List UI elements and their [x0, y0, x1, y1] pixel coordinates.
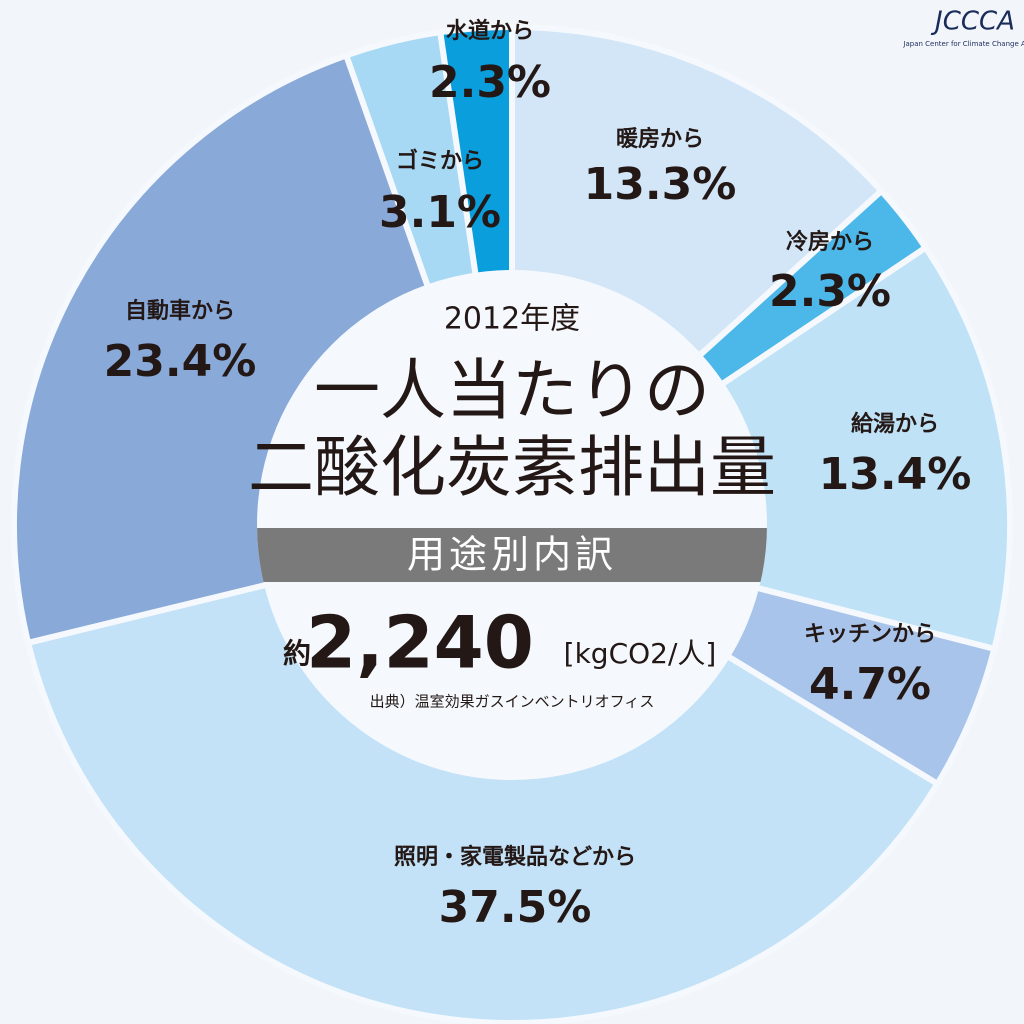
- subtitle: 2012年度: [444, 302, 580, 337]
- source: 出典）温室効果ガスインベントリオフィス: [370, 693, 655, 711]
- slice-name: キッチンから: [804, 622, 936, 647]
- logo: JCCCA: [930, 7, 1015, 37]
- slice-name: 水道から: [446, 18, 534, 44]
- logo-caption: Japan Center for Climate Change Actions: [902, 40, 1024, 48]
- slice-value: 23.4%: [104, 336, 257, 387]
- slice-value: 13.4%: [819, 449, 972, 500]
- slice-value: 3.1%: [379, 187, 501, 238]
- slice-name: 照明・家電製品などから: [394, 844, 636, 870]
- slice-value: 2.3%: [769, 266, 891, 317]
- total-unit: [kgCO2/人]: [564, 637, 717, 670]
- title-line: 二酸化炭素排出量: [248, 429, 776, 506]
- slice-name: 冷房から: [786, 229, 874, 255]
- total: 2,240: [306, 601, 534, 685]
- slice-value: 37.5%: [439, 882, 592, 933]
- slice-name: ゴミから: [396, 148, 484, 174]
- slice-value: 13.3%: [584, 159, 737, 210]
- slice-name: 給湯から: [851, 411, 939, 437]
- slice-name: 自動車から: [125, 298, 235, 324]
- slice-value: 2.3%: [429, 57, 551, 108]
- center-hole: [257, 270, 767, 780]
- total-prefix: 約: [283, 637, 311, 670]
- banner-bg: [257, 528, 767, 582]
- title-line: 一人当たりの: [314, 352, 710, 429]
- slice-name: 暖房から: [616, 126, 704, 152]
- banner: 用途別内訳: [407, 533, 617, 577]
- labels: 暖房から 13.3% 冷房から 2.3% 給湯から 13.4% キッチンから 4.7% 照明・家…: [104, 18, 972, 933]
- slice-value: 4.7%: [809, 659, 931, 710]
